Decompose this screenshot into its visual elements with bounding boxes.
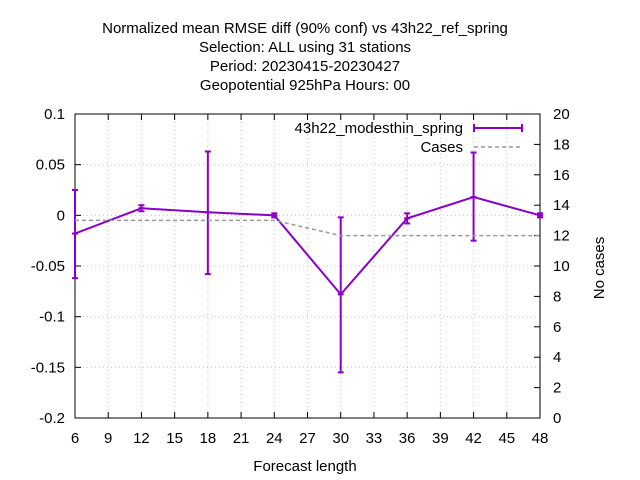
chart-title: Normalized mean RMSE diff (90% conf) vs … — [102, 20, 508, 94]
y2-tick-label: 10 — [553, 258, 570, 275]
y-tick-label: -0.2 — [39, 410, 65, 427]
x-tick-label: 36 — [399, 430, 416, 447]
y2-tick-label: 4 — [553, 349, 561, 366]
title-line-1: Normalized mean RMSE diff (90% conf) vs … — [102, 20, 508, 37]
x-tick-label: 6 — [71, 430, 79, 447]
title-line-3: Period: 20230415-20230427 — [210, 58, 400, 75]
cases-line — [75, 219, 540, 237]
y2-tick-label: 2 — [553, 380, 561, 397]
x-tick-label: 21 — [233, 430, 250, 447]
grid-layer — [75, 114, 540, 418]
legend-swatch-series-1 — [473, 124, 523, 132]
y2-tick-label: 6 — [553, 319, 561, 336]
x-tick-label: 45 — [498, 430, 515, 447]
x-tick-label: 39 — [432, 430, 449, 447]
y2-tick-label: 0 — [553, 410, 561, 427]
x-tick-label: 9 — [104, 430, 112, 447]
y-tick-label: 0.1 — [44, 106, 65, 123]
y2-axis-label: No cases — [591, 237, 608, 300]
y-tick-label: -0.05 — [31, 258, 65, 275]
x-tick-label: 42 — [465, 430, 482, 447]
x-tick-label: 27 — [299, 430, 316, 447]
ticks-layer: 6 9 12 15 18 21 24 27 30 33 36 39 42 45 480.10.050-0.0… — [31, 106, 570, 447]
y-tick-label: -0.15 — [31, 359, 65, 376]
x-tick-label: 33 — [366, 430, 383, 447]
x-tick-label: 18 — [200, 430, 217, 447]
y-tick-label: 0.05 — [36, 157, 65, 174]
y2-tick-label: 14 — [553, 197, 570, 214]
y-tick-label: -0.1 — [39, 309, 65, 326]
y2-tick-label: 20 — [553, 106, 570, 123]
series-line — [74, 196, 541, 296]
legend-label-cases: Cases — [420, 139, 463, 156]
x-tick-label: 15 — [166, 430, 183, 447]
y2-tick-label: 18 — [553, 136, 570, 153]
legend: 43h22_modesthin_spring Cases — [295, 120, 523, 156]
y2-tick-label: 16 — [553, 167, 570, 184]
x-axis-label: Forecast length — [253, 458, 356, 475]
x-tick-label: 24 — [266, 430, 283, 447]
title-line-2: Selection: ALL using 31 stations — [199, 39, 411, 56]
x-tick-label: 48 — [532, 430, 549, 447]
title-line-4: Geopotential 925hPa Hours: 00 — [200, 77, 410, 94]
x-tick-label: 12 — [133, 430, 150, 447]
series-layer — [72, 150, 543, 374]
legend-label-series-1: 43h22_modesthin_spring — [295, 120, 463, 137]
y2-tick-label: 8 — [553, 288, 561, 305]
y2-tick-label: 12 — [553, 228, 570, 245]
x-tick-label: 30 — [332, 430, 349, 447]
y-tick-label: 0 — [57, 207, 65, 224]
